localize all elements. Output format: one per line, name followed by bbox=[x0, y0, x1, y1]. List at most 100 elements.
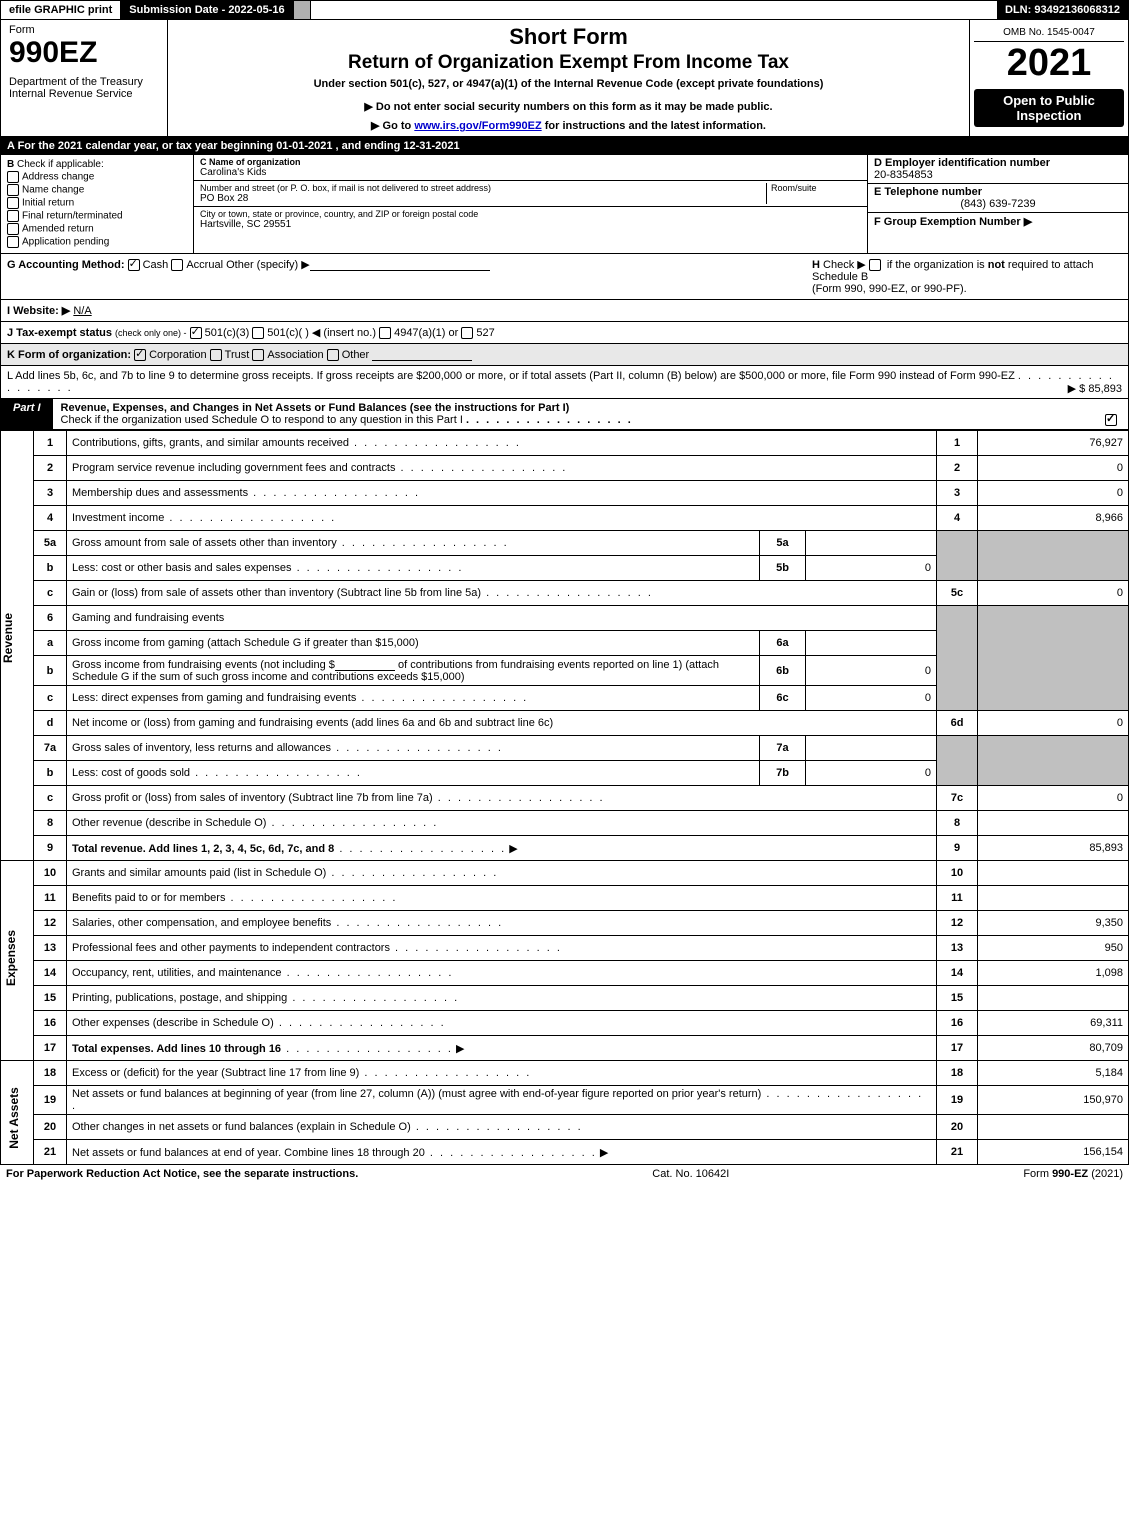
row-18: Net Assets 18 Excess or (deficit) for th… bbox=[1, 1061, 1129, 1086]
cb-address-change[interactable]: Address change bbox=[7, 171, 187, 183]
side-expenses: Expenses bbox=[1, 861, 34, 1061]
row-6: 6 Gaming and fundraising events bbox=[1, 606, 1129, 631]
cb-schedule-o-used[interactable] bbox=[1105, 414, 1117, 426]
cb-cash[interactable] bbox=[128, 259, 140, 271]
j-label: J Tax-exempt status bbox=[7, 327, 112, 339]
title-return: Return of Organization Exempt From Incom… bbox=[348, 52, 789, 74]
tax-year: 2021 bbox=[974, 42, 1124, 85]
footer-left: For Paperwork Reduction Act Notice, see … bbox=[6, 1168, 358, 1180]
row-4: 4 Investment income 4 8,966 bbox=[1, 506, 1129, 531]
cb-501c[interactable] bbox=[252, 327, 264, 339]
side-revenue: Revenue bbox=[1, 431, 34, 861]
b4: 4 bbox=[937, 506, 978, 531]
cb-final-return[interactable]: Final return/terminated bbox=[7, 210, 187, 222]
form-label: Form bbox=[9, 24, 159, 36]
row-10: Expenses 10 Grants and similar amounts p… bbox=[1, 861, 1129, 886]
cb-527[interactable] bbox=[461, 327, 473, 339]
dept-treasury: Department of the Treasury bbox=[9, 76, 159, 88]
side-netassets: Net Assets bbox=[1, 1061, 34, 1165]
b12: 12 bbox=[937, 911, 978, 936]
b8: 8 bbox=[937, 811, 978, 836]
n6b: b bbox=[34, 656, 67, 686]
n6: 6 bbox=[34, 606, 67, 631]
gray-5ab-amt bbox=[978, 531, 1129, 581]
cb-501c3[interactable] bbox=[190, 327, 202, 339]
n7a: 7a bbox=[34, 736, 67, 761]
row-15: 15 Printing, publications, postage, and … bbox=[1, 986, 1129, 1011]
t8: Other revenue (describe in Schedule O) bbox=[72, 817, 266, 829]
j-501c3-label: 501(c)(3) bbox=[205, 327, 250, 339]
sv5a bbox=[806, 531, 937, 556]
city-label: City or town, state or province, country… bbox=[200, 209, 861, 219]
cb-trust[interactable] bbox=[210, 349, 222, 361]
cb-association[interactable] bbox=[252, 349, 264, 361]
section-i: I Website: ▶ N/A bbox=[0, 300, 1129, 322]
open-public-badge: Open to Public Inspection bbox=[974, 89, 1124, 127]
h-check-text: Check ▶ bbox=[823, 259, 866, 271]
cb-application-pending[interactable]: Application pending bbox=[7, 236, 187, 248]
a14: 1,098 bbox=[978, 961, 1129, 986]
side-expenses-text: Expenses bbox=[4, 930, 18, 986]
a9: 85,893 bbox=[978, 836, 1129, 861]
t6c: Less: direct expenses from gaming and fu… bbox=[72, 692, 356, 704]
cb-amended-return-label: Amended return bbox=[22, 224, 94, 235]
t11: Benefits paid to or for members bbox=[72, 892, 225, 904]
b-label: B bbox=[7, 159, 14, 170]
row-12: 12 Salaries, other compensation, and emp… bbox=[1, 911, 1129, 936]
sb6c: 6c bbox=[760, 686, 806, 711]
b10: 10 bbox=[937, 861, 978, 886]
b14: 14 bbox=[937, 961, 978, 986]
sv5b: 0 bbox=[806, 556, 937, 581]
n7b: b bbox=[34, 761, 67, 786]
n5a: 5a bbox=[34, 531, 67, 556]
org-name: Carolina's Kids bbox=[200, 167, 861, 178]
t19: Net assets or fund balances at beginning… bbox=[72, 1088, 761, 1100]
header-center: Short Form Return of Organization Exempt… bbox=[168, 20, 969, 136]
cb-accrual[interactable] bbox=[171, 259, 183, 271]
form-number: 990EZ bbox=[9, 36, 159, 70]
cb-address-change-label: Address change bbox=[22, 172, 94, 183]
b1: 1 bbox=[937, 431, 978, 456]
k-other-blank[interactable] bbox=[372, 348, 472, 361]
k-corporation-label: Corporation bbox=[149, 349, 206, 361]
a17: 80,709 bbox=[978, 1036, 1129, 1061]
n19: 19 bbox=[34, 1086, 67, 1115]
sb5a: 5a bbox=[760, 531, 806, 556]
g-other-label: Other (specify) ▶ bbox=[226, 259, 310, 271]
part1-header: Part I Revenue, Expenses, and Changes in… bbox=[0, 399, 1129, 430]
street-value: PO Box 28 bbox=[200, 193, 766, 204]
n6a: a bbox=[34, 631, 67, 656]
6b-blank[interactable] bbox=[335, 658, 395, 671]
n18: 18 bbox=[34, 1061, 67, 1086]
a20 bbox=[978, 1115, 1129, 1140]
section-a: A For the 2021 calendar year, or tax yea… bbox=[0, 137, 1129, 155]
c-name-label: C Name of organization bbox=[200, 157, 301, 167]
cb-initial-return[interactable]: Initial return bbox=[7, 197, 187, 209]
row-17: 17 Total expenses. Add lines 10 through … bbox=[1, 1036, 1129, 1061]
footer-center: Cat. No. 10642I bbox=[652, 1168, 729, 1180]
g-accounting: G Accounting Method: Cash Accrual Other … bbox=[7, 258, 490, 271]
gray-6abc-amt bbox=[978, 606, 1129, 711]
row-1: Revenue 1 Contributions, gifts, grants, … bbox=[1, 431, 1129, 456]
n10: 10 bbox=[34, 861, 67, 886]
efile-print-cell[interactable]: efile GRAPHIC print bbox=[1, 1, 121, 19]
cb-corporation[interactable] bbox=[134, 349, 146, 361]
n17: 17 bbox=[34, 1036, 67, 1061]
phone-label: E Telephone number bbox=[874, 186, 982, 198]
j-501c-label: 501(c)( ) ◀ (insert no.) bbox=[267, 327, 376, 339]
h-block: H Check ▶ if the organization is not req… bbox=[812, 258, 1122, 295]
cb-amended-return[interactable]: Amended return bbox=[7, 223, 187, 235]
cb-4947[interactable] bbox=[379, 327, 391, 339]
cb-h-not-required[interactable] bbox=[869, 259, 881, 271]
n9: 9 bbox=[34, 836, 67, 861]
t6d: Net income or (loss) from gaming and fun… bbox=[72, 717, 553, 729]
gray-6abc bbox=[937, 606, 978, 711]
room-label: Room/suite bbox=[771, 183, 861, 193]
cb-name-change[interactable]: Name change bbox=[7, 184, 187, 196]
g-other-blank[interactable] bbox=[310, 258, 490, 271]
n8: 8 bbox=[34, 811, 67, 836]
cb-other-org[interactable] bbox=[327, 349, 339, 361]
irs-link[interactable]: www.irs.gov/Form990EZ bbox=[414, 120, 541, 132]
g-label: G Accounting Method: bbox=[7, 259, 125, 271]
section-b-left: B Check if applicable: Address change Na… bbox=[1, 155, 194, 253]
